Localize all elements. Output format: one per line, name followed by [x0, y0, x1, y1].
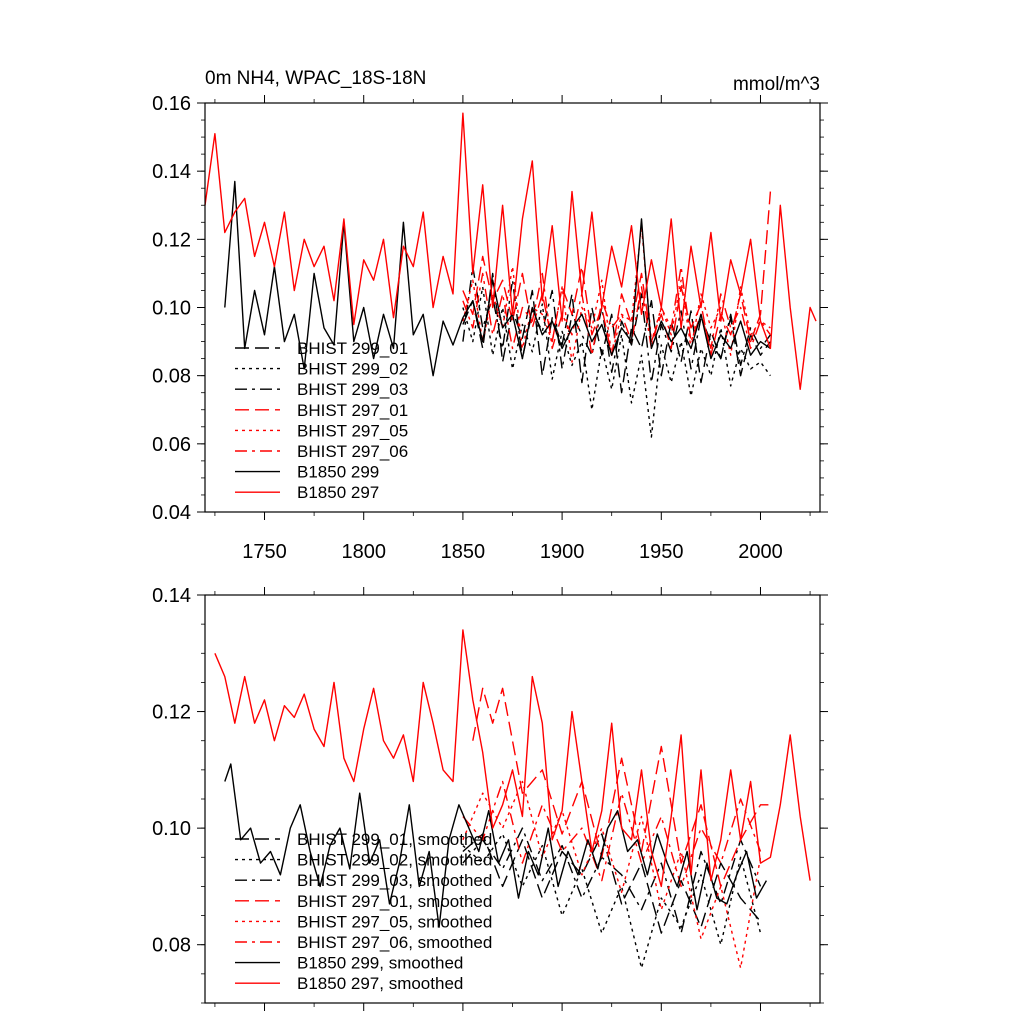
y-tick-label: 0.10 — [152, 298, 191, 320]
x-tick-label: 2000 — [738, 541, 783, 563]
y-tick-label: 0.08 — [152, 935, 191, 957]
legend-label: BHIST 297_05 — [297, 421, 408, 440]
legend-label: B1850 297 — [297, 483, 379, 502]
y-tick-label: 0.04 — [152, 502, 191, 524]
series-line-b1850-297 — [204, 112, 817, 390]
x-tick-label: 1800 — [341, 541, 386, 563]
legend-label: BHIST 299_02, smoothed — [297, 851, 492, 870]
legend-label: B1850 299, smoothed — [297, 954, 463, 973]
legend-label: BHIST 299_03 — [297, 380, 408, 399]
y-tick-label: 0.08 — [152, 366, 191, 388]
legend-label: BHIST 297_01 — [297, 401, 408, 420]
legend-label: BHIST 299_01 — [297, 339, 408, 358]
series-line-bhist-297-01 — [462, 191, 772, 356]
series-line-b1850-297-smoothed — [214, 629, 811, 888]
series-group — [214, 629, 811, 969]
series-line-b1850-299-smoothed — [224, 763, 768, 928]
x-tick-label: 1900 — [540, 541, 585, 563]
legend-label: BHIST 299_03, smoothed — [297, 871, 492, 890]
x-tick-label: 1950 — [639, 541, 684, 563]
legend-label: B1850 299 — [297, 463, 379, 482]
legend-label: B1850 297, smoothed — [297, 974, 463, 993]
legend-label: BHIST 297_01, smoothed — [297, 892, 492, 911]
series-line-b1850-299 — [224, 180, 771, 377]
y-tick-label: 0.10 — [152, 818, 191, 840]
legend: BHIST 299_01, smoothed BHIST 299_02, smoo… — [235, 830, 492, 993]
legend-label: BHIST 297_06, smoothed — [297, 933, 492, 952]
x-tick-label: 1750 — [242, 541, 287, 563]
y-tick-label: 0.12 — [152, 229, 191, 251]
top-panel-title: 0m NH4, WPAC_18S-18N — [205, 68, 426, 89]
series-line-bhist-299-01 — [462, 272, 771, 394]
series-line-bhist-297-01-smoothed — [472, 687, 769, 888]
y-tick-label: 0.12 — [152, 702, 191, 724]
top-panel-units: mmol/m^3 — [733, 74, 820, 95]
y-tick-label: 0.16 — [152, 93, 191, 115]
y-tick-label: 0.14 — [152, 161, 191, 183]
legend-label: BHIST 299_01, smoothed — [297, 830, 492, 849]
x-tick-label: 1850 — [441, 541, 486, 563]
series-line-bhist-297-05 — [462, 224, 771, 363]
series-line-bhist-297-06-smoothed — [462, 780, 762, 888]
legend-label: BHIST 297_05, smoothed — [297, 912, 492, 931]
y-tick-label: 0.06 — [152, 434, 191, 456]
top-panel: 0m NH4, WPAC_18S-18N mmol/m^3 0.04 0.06 0.… — [152, 68, 828, 563]
series-line-bhist-299-02-smoothed — [462, 833, 762, 969]
y-tick-label: 0.14 — [152, 585, 191, 607]
series-group — [204, 112, 817, 438]
legend-label: BHIST 297_06 — [297, 442, 408, 461]
legend-label: BHIST 299_02 — [297, 360, 408, 379]
series-line-bhist-297-05-smoothed — [462, 780, 762, 969]
